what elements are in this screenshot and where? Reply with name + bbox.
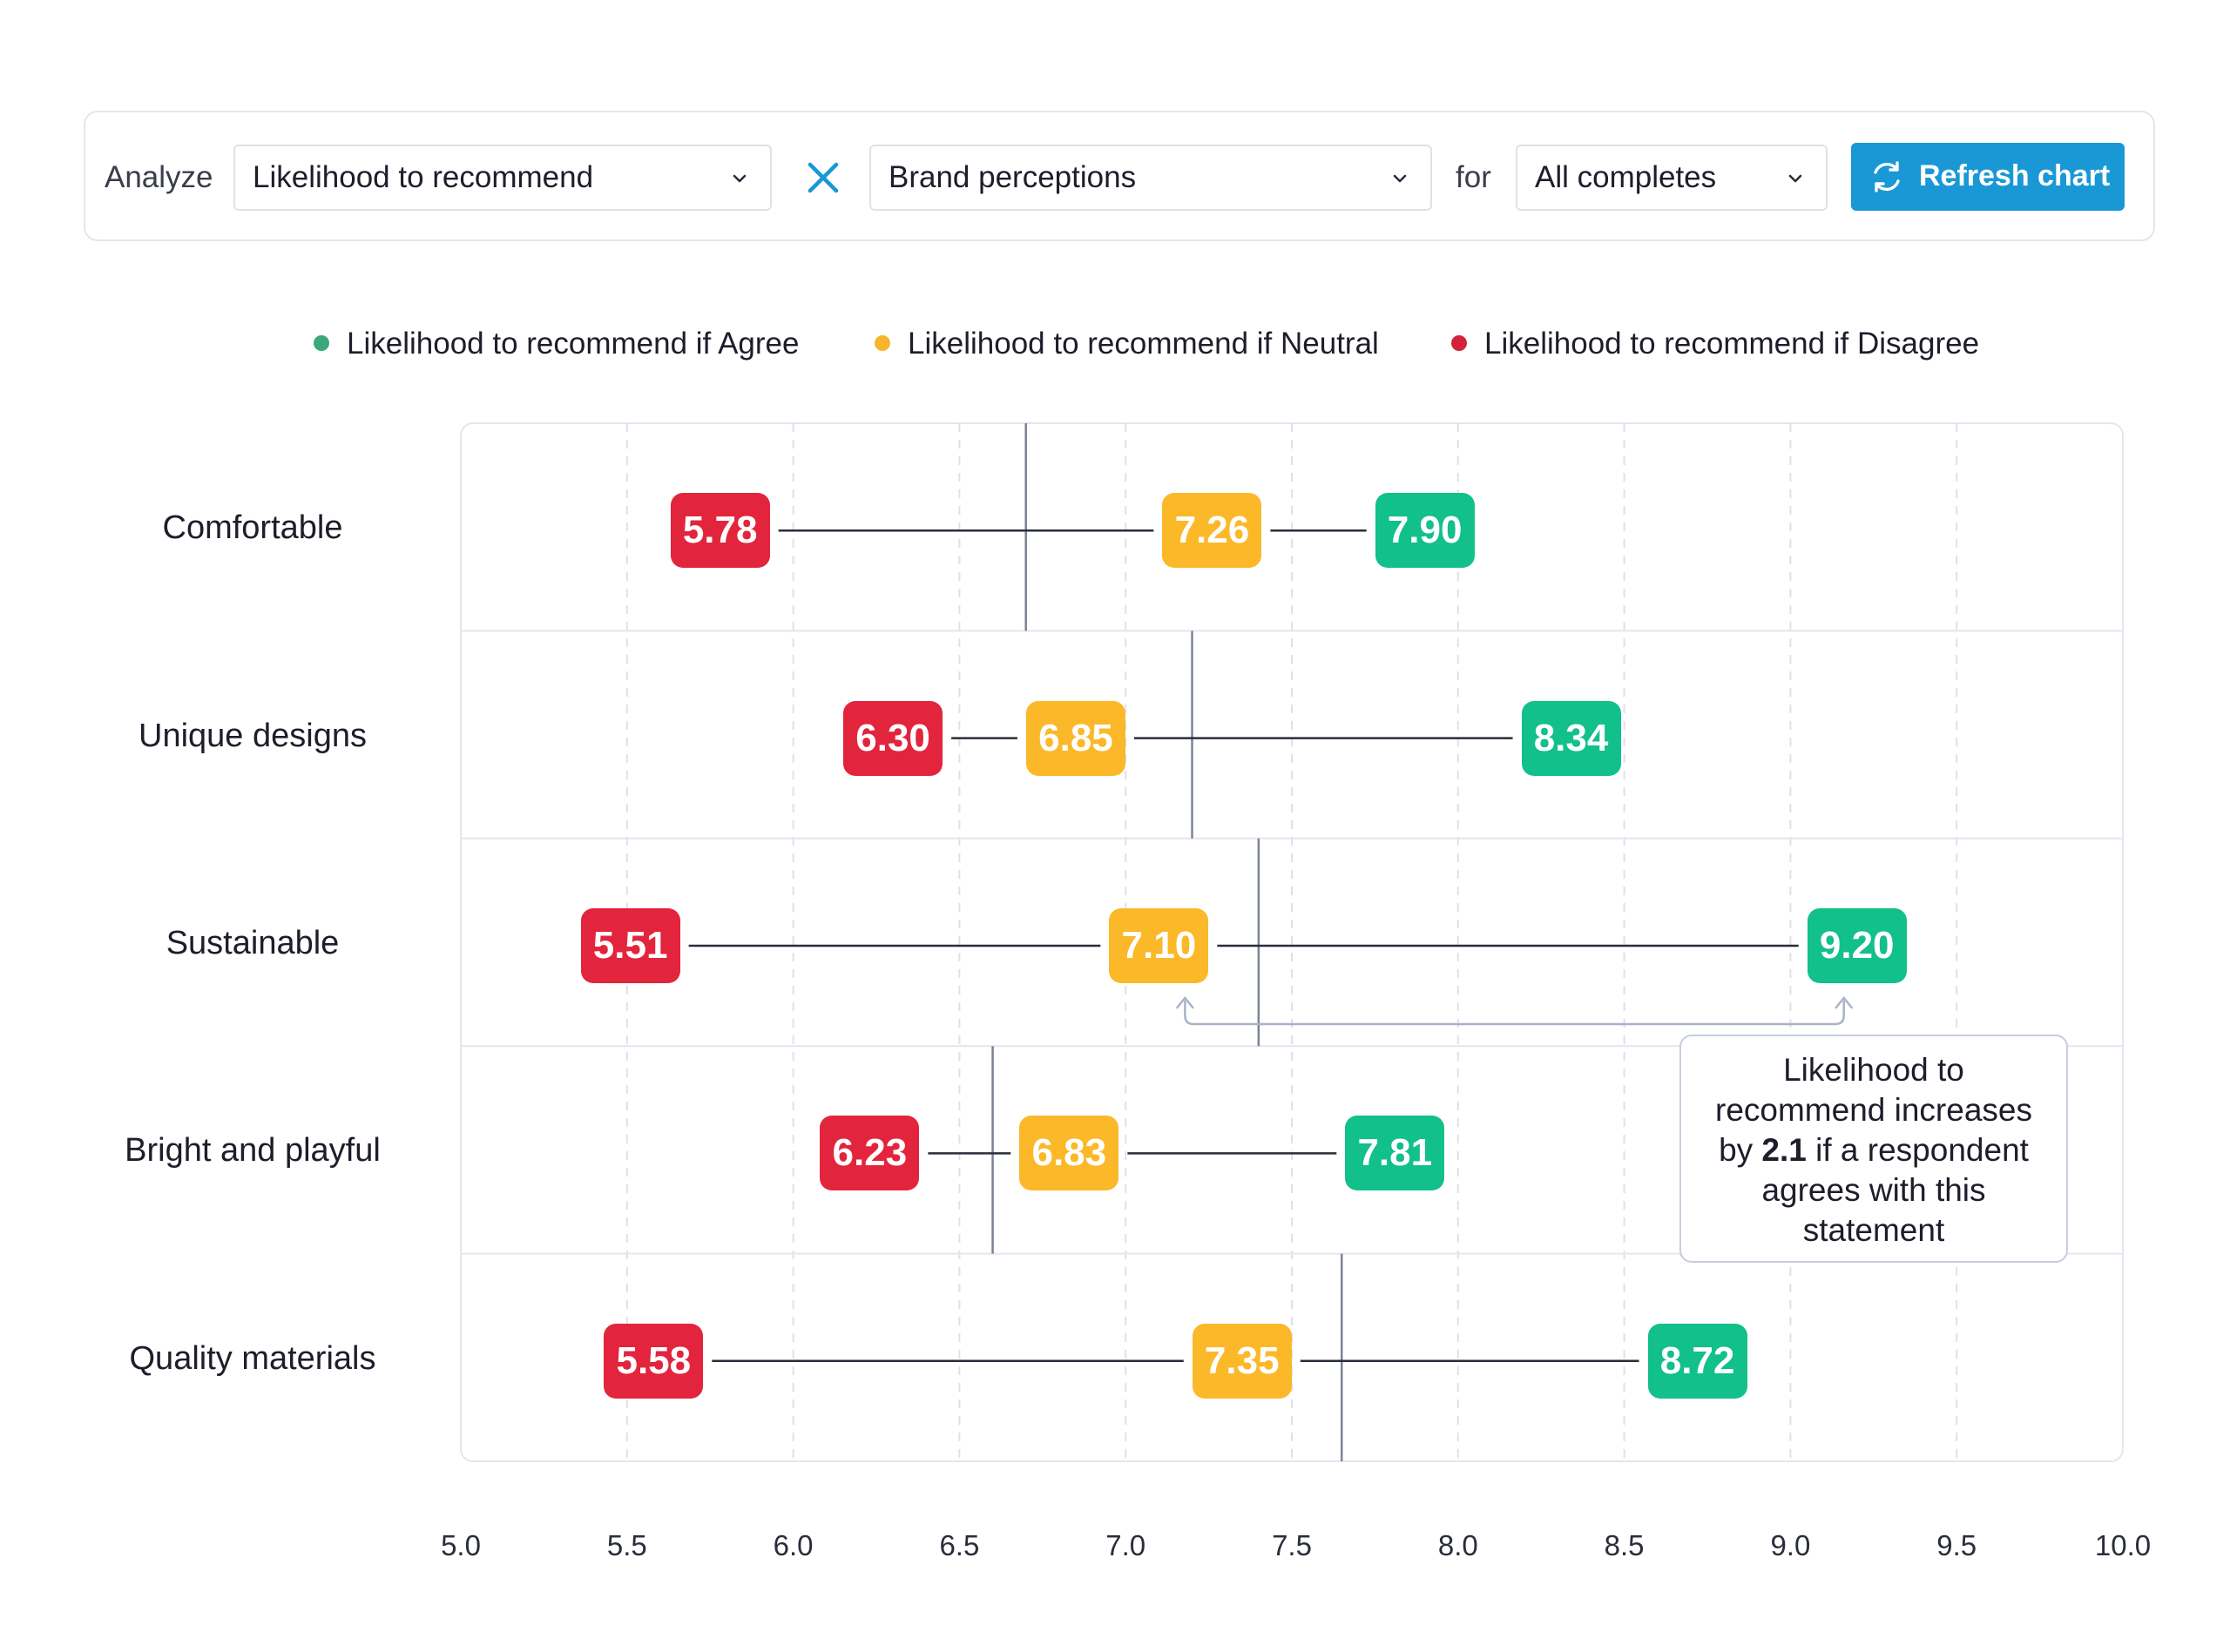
metric-select[interactable]: Likelihood to recommend (233, 145, 772, 211)
dimension-select[interactable]: Brand perceptions (869, 145, 1432, 211)
value-badge-disagree: 5.78 (670, 493, 770, 569)
value-badge-agree: 7.90 (1375, 493, 1475, 569)
insight-callout: Likelihood to recommend increases by 2.1… (1679, 1035, 2068, 1263)
legend-item-neutral: Likelihood to recommend if Neutral (875, 322, 1379, 366)
row-label: Sustainable (166, 925, 340, 961)
legend-dot-disagree (1451, 334, 1467, 351)
x-tick-label: 8.5 (1604, 1529, 1645, 1561)
legend-item-agree: Likelihood to recommend if Agree (314, 322, 799, 366)
dimension-select-value: Brand perceptions (889, 160, 1137, 194)
x-tick-label: 5.5 (606, 1529, 647, 1561)
value-badge-neutral: 6.83 (1019, 1116, 1119, 1191)
legend-dot-agree (314, 334, 329, 351)
metric-select-value: Likelihood to recommend (253, 160, 594, 194)
callout-line-3-pre: by (1719, 1132, 1762, 1168)
value-badge-disagree: 6.30 (843, 700, 943, 776)
callout-line-3-post: if a respondent (1806, 1132, 2029, 1168)
chevron-down-icon (733, 174, 747, 183)
segment-select[interactable]: All completes (1516, 145, 1828, 211)
x-tick-label: 5.0 (441, 1529, 481, 1561)
value-badge-disagree: 5.58 (604, 1323, 704, 1399)
callout-line-5: statement (1802, 1212, 1945, 1248)
analyze-label: Analyze (105, 160, 213, 194)
refresh-chart-button[interactable]: Refresh chart (1851, 143, 2125, 211)
value-badge-agree: 7.81 (1345, 1116, 1445, 1191)
row-label: Comfortable (162, 509, 343, 547)
annotation-bracket (1184, 1001, 1845, 1026)
row-label: Unique designs (139, 717, 367, 754)
value-badge-agree: 8.72 (1647, 1323, 1747, 1399)
value-badge-agree: 9.20 (1807, 908, 1907, 983)
close-icon[interactable] (801, 156, 845, 199)
chevron-down-icon (1393, 174, 1407, 183)
segment-select-value: All completes (1535, 160, 1717, 194)
value-badge-neutral: 7.35 (1192, 1323, 1292, 1399)
for-label: for (1456, 160, 1491, 194)
callout-increase-value: 2.1 (1761, 1132, 1807, 1168)
value-badge-neutral: 7.26 (1162, 493, 1262, 569)
x-tick-label: 6.5 (939, 1529, 980, 1561)
row-label: Bright and playful (125, 1132, 381, 1170)
value-badge-neutral: 6.85 (1025, 700, 1125, 776)
value-badge-agree: 8.34 (1521, 700, 1621, 776)
callout-line-3: by 2.1 if a respondent (1681, 1130, 2066, 1170)
x-tick-label: 8.0 (1437, 1529, 1478, 1561)
callout-line-4: agrees with this (1761, 1172, 1986, 1208)
x-tick-label: 10.0 (2094, 1529, 2152, 1561)
x-tick-label: 6.0 (773, 1529, 814, 1561)
legend-label-neutral: Likelihood to recommend if Neutral (908, 327, 1379, 361)
value-badge-disagree: 5.51 (580, 908, 680, 983)
legend-label-disagree: Likelihood to recommend if Disagree (1484, 327, 1980, 361)
refresh-chart-label: Refresh chart (1919, 159, 2111, 192)
value-badge-disagree: 6.23 (820, 1116, 920, 1191)
annotation-arrow-up-icon (1176, 996, 1194, 1009)
refresh-icon (1874, 161, 1900, 192)
x-tick-label: 7.0 (1105, 1529, 1146, 1561)
analysis-toolbar: Analyze Likelihood to recommend Brand pe… (84, 111, 2155, 241)
chart-legend: Likelihood to recommend if Agree Likelih… (0, 322, 2230, 366)
legend-item-disagree: Likelihood to recommend if Disagree (1451, 322, 1979, 366)
legend-dot-neutral (875, 334, 890, 351)
x-tick-label: 9.5 (1936, 1529, 1977, 1561)
row-label: Quality materials (129, 1339, 376, 1377)
value-badge-neutral: 7.10 (1109, 908, 1209, 983)
callout-line-2: recommend increases (1715, 1092, 2032, 1128)
callout-line-1: Likelihood to (1783, 1052, 1964, 1088)
x-tick-label: 9.0 (1770, 1529, 1811, 1561)
annotation-arrow-up-icon (1835, 996, 1853, 1009)
legend-label-agree: Likelihood to recommend if Agree (347, 327, 800, 361)
chevron-down-icon (1788, 174, 1802, 183)
x-tick-label: 7.5 (1272, 1529, 1312, 1561)
